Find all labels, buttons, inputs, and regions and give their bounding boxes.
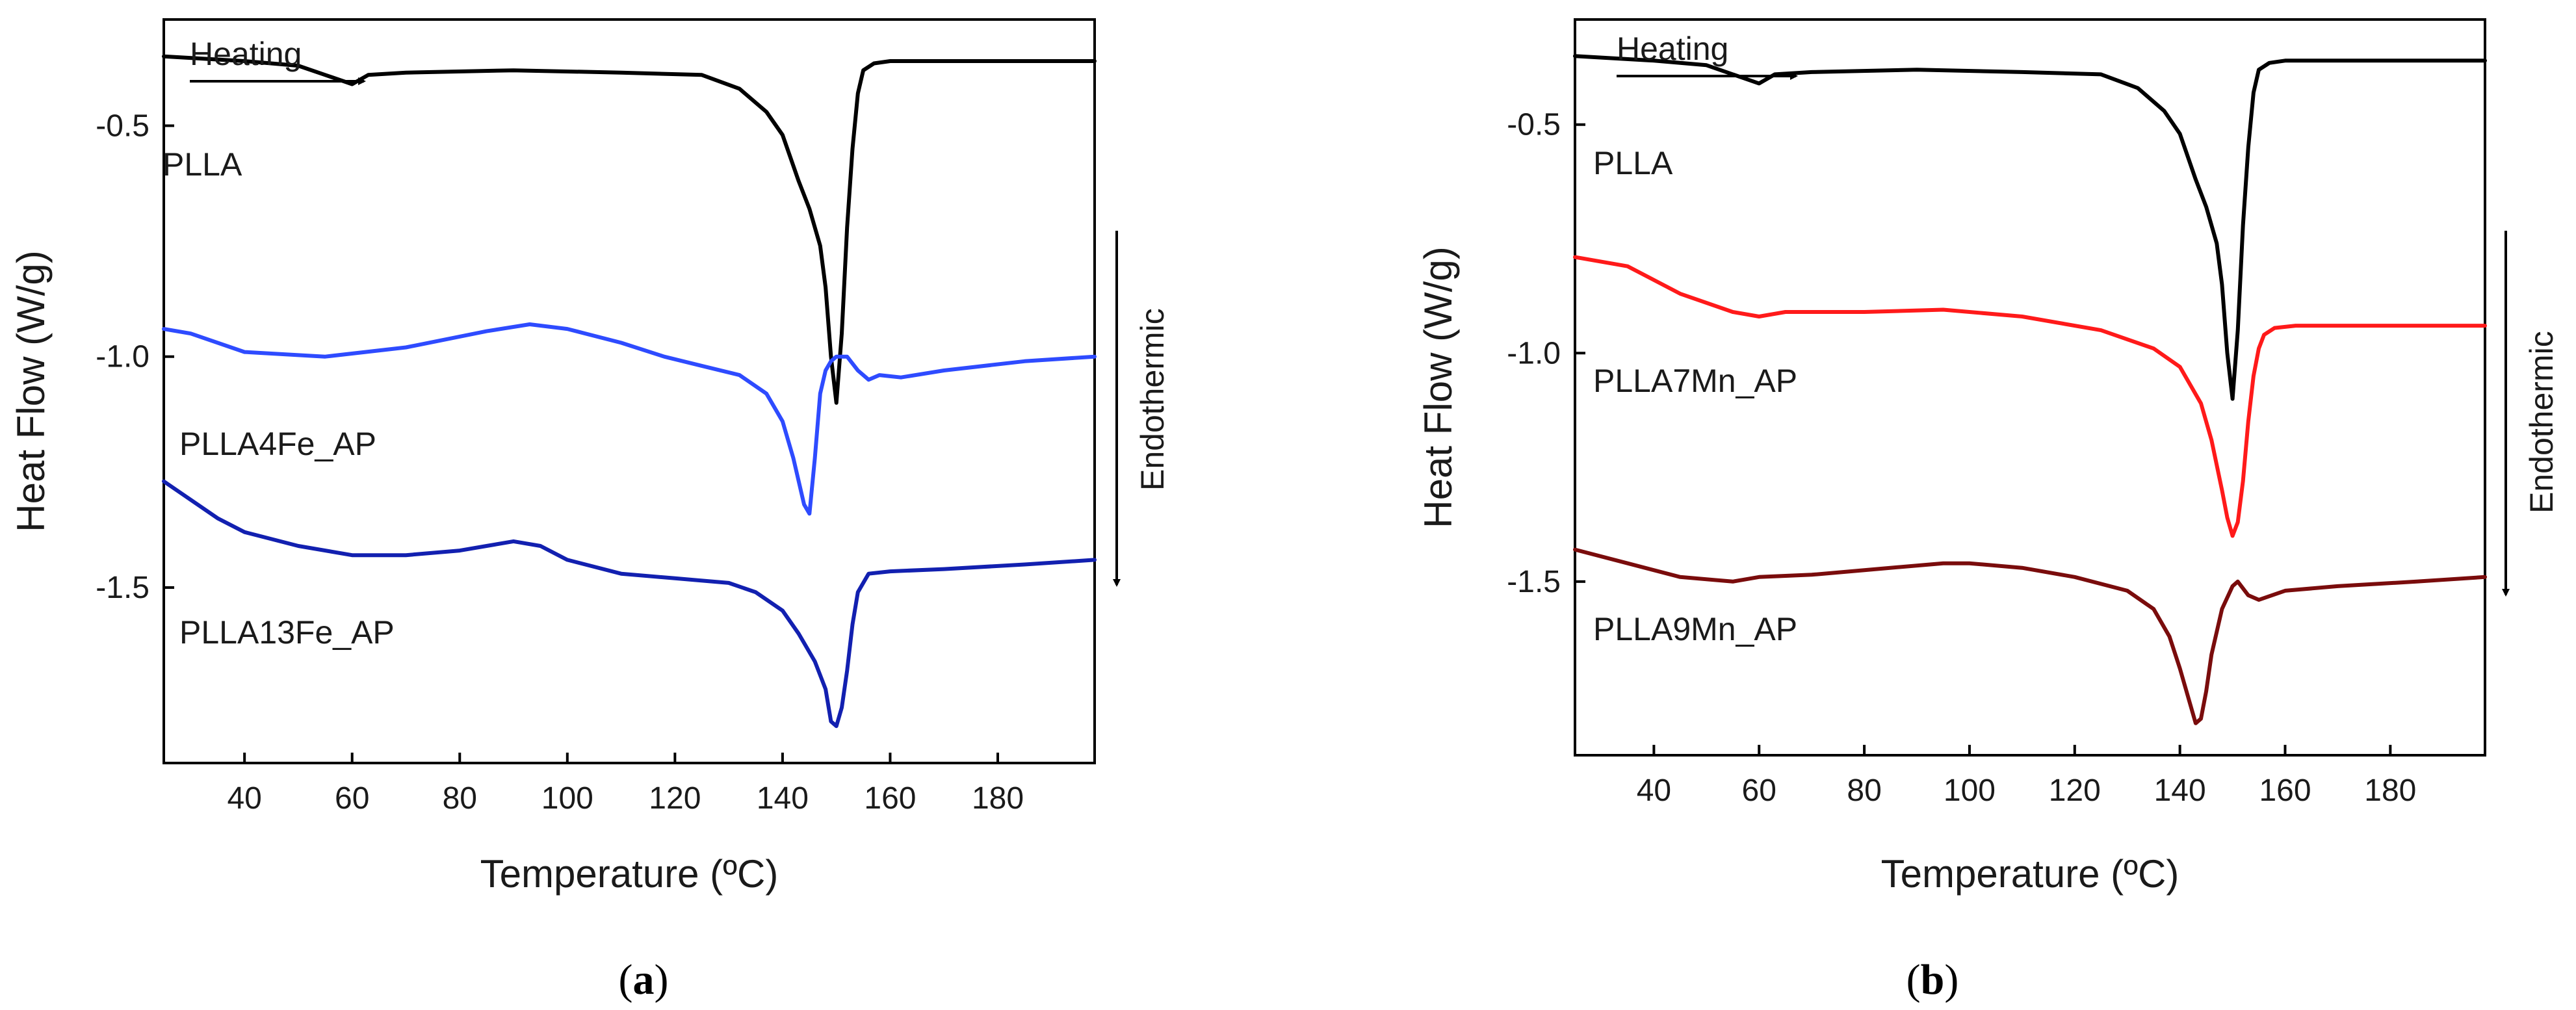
series-label-plla9mn-ap: PLLA9Mn_AP <box>1593 611 1797 647</box>
x-tick-label: 40 <box>1637 773 1671 808</box>
plot-frame <box>163 18 1096 764</box>
series-line-plla <box>162 54 1097 405</box>
x-tick-label: 100 <box>1944 773 1996 808</box>
y-tick-label: -1.0 <box>1507 336 1561 370</box>
series-line-plla4fe-ap <box>162 322 1097 516</box>
x-tick-label: 140 <box>757 781 809 816</box>
series-line-plla <box>1573 54 2487 401</box>
panel-b-letter: b <box>1920 956 1945 1004</box>
y-axis-label: Heat Flow (W/g) <box>1416 246 1460 528</box>
x-tick-label: 120 <box>649 781 701 816</box>
x-axis-label: Temperature (ºC) <box>1881 852 2179 896</box>
x-axis-label: Temperature (ºC) <box>480 852 779 896</box>
series-line-plla13fe-ap <box>162 479 1097 729</box>
x-tick-label: 40 <box>227 781 261 816</box>
x-tick-label: 60 <box>335 781 369 816</box>
y-tick-label: -0.5 <box>96 109 150 143</box>
panel-b-caption: (b) <box>1906 956 1959 1004</box>
chart-b: 40 60 80 100 120 140 160 180 -0.5 -1.0 -1.5 Heati… <box>1416 18 2560 896</box>
series-line-plla7mn-ap <box>1573 255 2487 538</box>
endothermic-label: Endothermic <box>2523 331 2560 513</box>
x-tick-label: 180 <box>972 781 1024 816</box>
series-label-plla4fe-ap: PLLA4Fe_AP <box>179 426 376 462</box>
x-tick-label: 100 <box>541 781 593 816</box>
series-label-plla13fe-ap: PLLA13Fe_AP <box>179 614 395 651</box>
series-label-plla7mn-ap: PLLA7Mn_AP <box>1593 363 1797 399</box>
x-tick-label: 180 <box>2364 773 2416 808</box>
x-tick-label: 120 <box>2049 773 2101 808</box>
y-tick-label: -1.0 <box>96 340 150 374</box>
x-tick-label: 60 <box>1742 773 1776 808</box>
y-tick-label: -1.5 <box>1507 565 1561 599</box>
heating-label: Heating <box>1617 31 1728 67</box>
endothermic-label: Endothermic <box>1134 308 1171 491</box>
y-tick-label: -1.5 <box>96 571 150 605</box>
x-tick-label: 160 <box>2259 773 2311 808</box>
series-label-plla: PLLA <box>163 146 242 183</box>
x-tick-label: 160 <box>864 781 916 816</box>
panel-a-caption: (a) <box>618 956 669 1004</box>
panel-a-letter: a <box>632 956 655 1004</box>
plot-frame <box>1574 18 2486 757</box>
y-axis-label: Heat Flow (W/g) <box>9 250 53 532</box>
panel-a: 40 60 80 100 120 140 160 180 -0.5 -1.0 -1.5 Heati… <box>0 0 1287 1010</box>
series-line-plla9mn-ap <box>1573 547 2487 725</box>
x-tick-label: 140 <box>2154 773 2206 808</box>
panel-b: 40 60 80 100 120 140 160 180 -0.5 -1.0 -1.5 Heati… <box>1289 0 2576 1010</box>
x-tick-label: 80 <box>1847 773 1881 808</box>
heating-label: Heating <box>190 36 302 72</box>
x-tick-label: 80 <box>443 781 477 816</box>
chart-a: 40 60 80 100 120 140 160 180 -0.5 -1.0 -1.5 Heati… <box>9 18 1171 896</box>
series-label-plla: PLLA <box>1593 145 1673 181</box>
y-tick-label: -0.5 <box>1507 108 1561 142</box>
